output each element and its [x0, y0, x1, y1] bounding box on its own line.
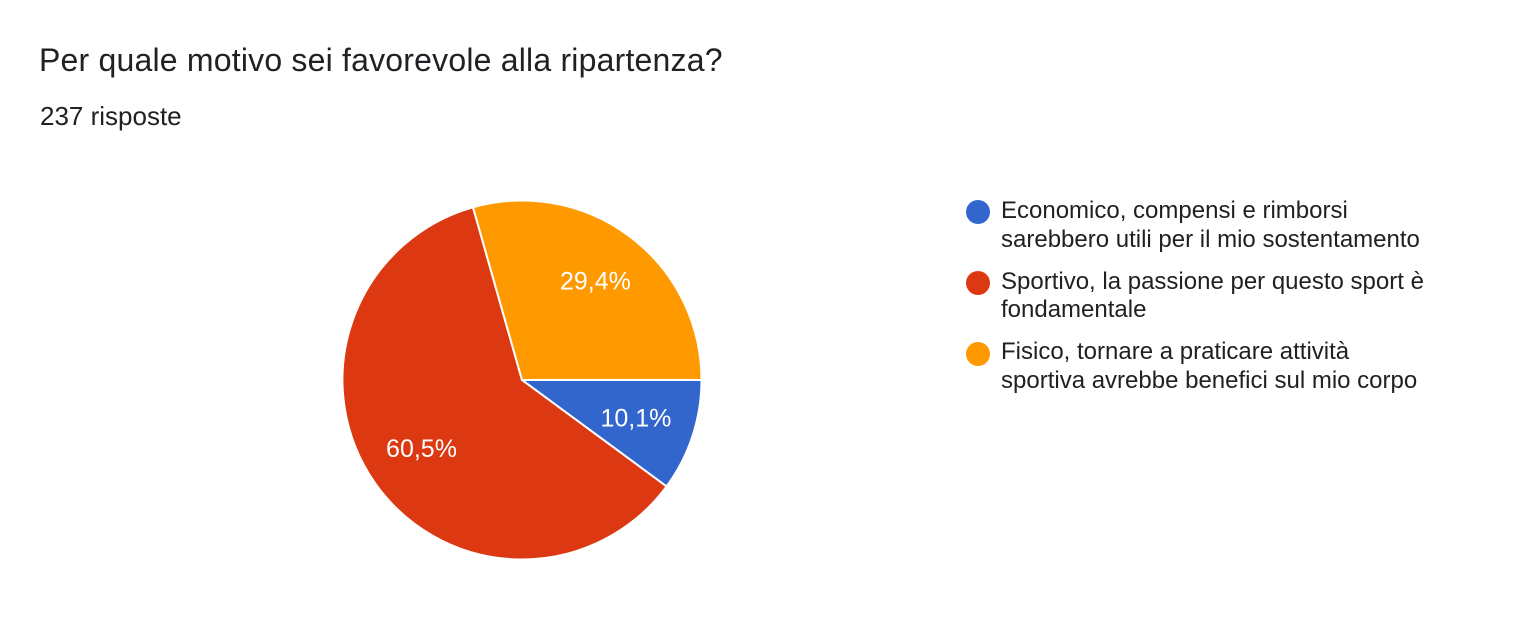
svg-text:60,5%: 60,5%: [386, 435, 457, 463]
svg-text:29,4%: 29,4%: [560, 268, 631, 296]
svg-text:10,1%: 10,1%: [600, 404, 671, 432]
